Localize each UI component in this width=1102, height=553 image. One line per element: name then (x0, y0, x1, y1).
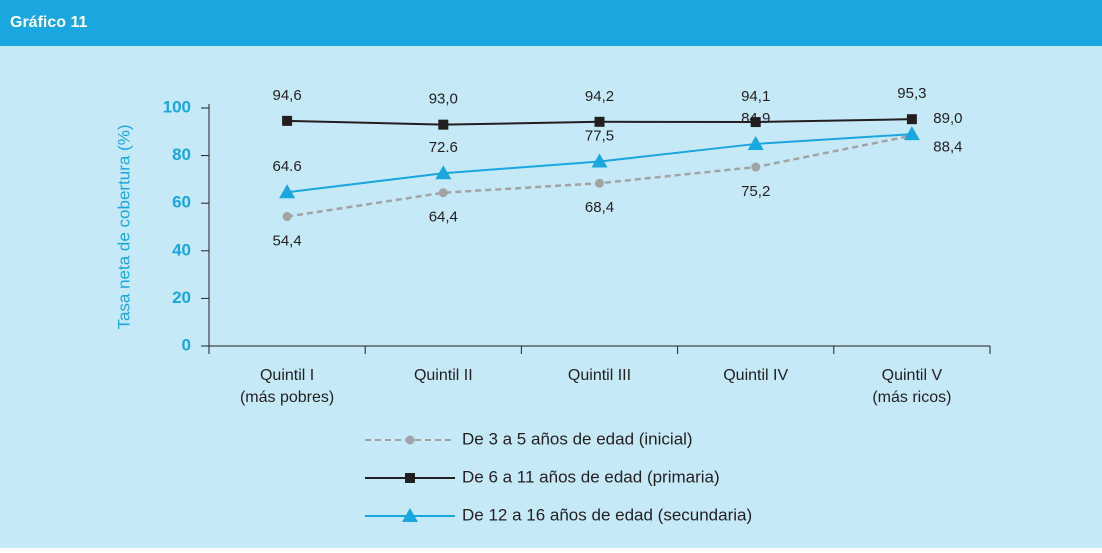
header-bar (0, 0, 1102, 46)
x-tick-label: Quintil III (568, 367, 631, 384)
legend-item: De 3 a 5 años de edad (inicial) (365, 429, 693, 448)
marker (405, 435, 415, 445)
data-label: 75,2 (741, 183, 770, 200)
data-label: 64,4 (429, 209, 458, 226)
marker (595, 178, 604, 188)
data-label: 72.6 (429, 139, 458, 156)
marker (438, 119, 449, 130)
marker (751, 162, 761, 172)
marker (750, 117, 761, 128)
x-tick-label: (más ricos) (872, 389, 951, 406)
data-label: 94,2 (585, 88, 614, 105)
marker (279, 184, 296, 199)
x-tick-label: Quintil II (414, 367, 473, 384)
data-label: 54,4 (272, 232, 301, 249)
marker (405, 473, 415, 483)
marker (591, 153, 608, 168)
marker (438, 188, 448, 198)
data-label: 77,5 (585, 128, 614, 145)
marker (906, 114, 917, 125)
data-label: 95,3 (897, 85, 926, 102)
marker (402, 508, 418, 522)
marker (435, 165, 452, 180)
y-tick-label: 80 (172, 145, 191, 164)
data-label: 68,4 (585, 199, 614, 216)
legend-item: De 12 a 16 años de edad (secundaria) (365, 505, 752, 524)
x-tick-label: (más pobres) (240, 389, 334, 406)
marker (282, 115, 293, 126)
marker (282, 212, 292, 222)
legend-label: De 6 a 11 años de edad (primaria) (462, 467, 720, 486)
legend-label: De 3 a 5 años de edad (inicial) (462, 429, 693, 448)
x-tick-label: Quintil IV (723, 367, 788, 384)
data-label: 64.6 (272, 158, 301, 175)
x-tick-label: Quintil V (882, 367, 943, 384)
marker (747, 135, 764, 150)
data-label: 94,6 (272, 87, 301, 104)
y-tick-label: 40 (172, 240, 191, 259)
legend-item: De 6 a 11 años de edad (primaria) (365, 467, 720, 486)
data-label: 94,1 (741, 88, 770, 105)
y-tick-label: 100 (163, 97, 191, 116)
marker (594, 116, 605, 127)
y-tick-label: 20 (172, 288, 191, 307)
header-title: Gráfico 11 (10, 14, 87, 31)
data-label: 84,9 (741, 110, 770, 127)
y-tick-label: 0 (182, 335, 191, 354)
data-label: 88,4 (933, 139, 962, 156)
data-label: 93,0 (429, 91, 458, 108)
legend-label: De 12 a 16 años de edad (secundaria) (462, 505, 752, 524)
x-tick-label: Quintil I (260, 367, 314, 384)
marker (903, 126, 920, 141)
y-axis-label: Tasa neta de cobertura (%) (114, 124, 133, 329)
data-label: 89,0 (933, 110, 962, 127)
y-tick-label: 60 (172, 193, 191, 212)
